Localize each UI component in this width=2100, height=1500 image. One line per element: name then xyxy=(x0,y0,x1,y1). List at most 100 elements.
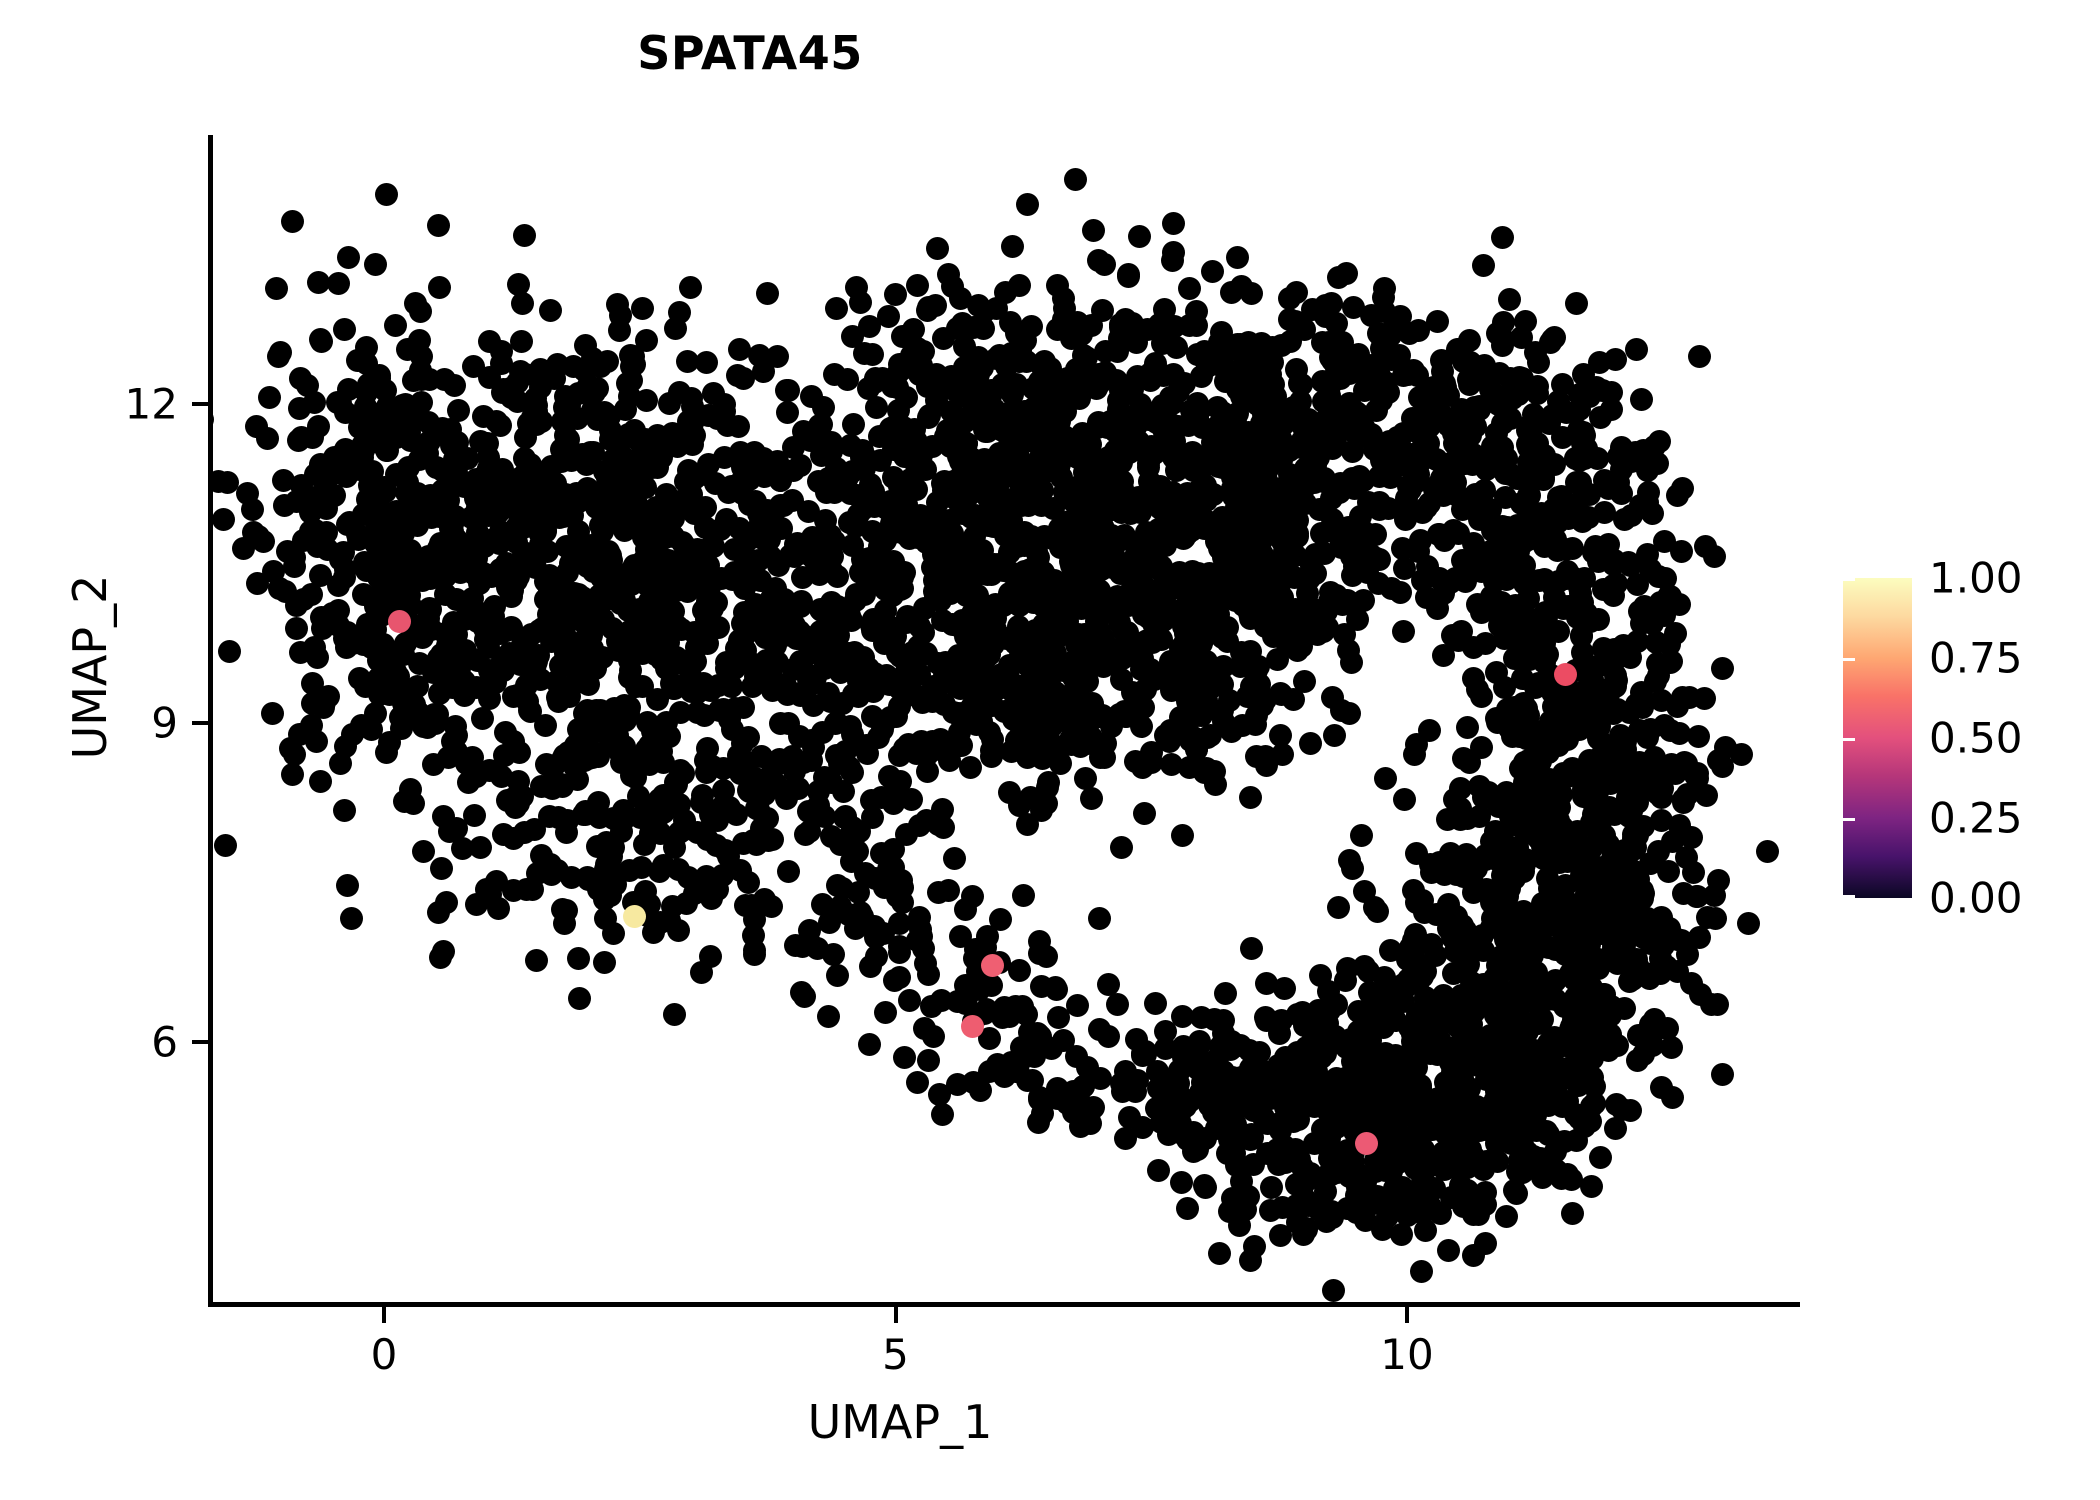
scatter-point xyxy=(980,974,1004,998)
scatter-point xyxy=(374,183,398,207)
scatter-point xyxy=(1392,620,1416,644)
scatter-point xyxy=(309,466,333,490)
colorbar-tick-label: 0.75 xyxy=(1929,633,2023,683)
scatter-point xyxy=(888,966,912,990)
scatter-point xyxy=(1209,321,1233,345)
scatter-point xyxy=(1436,1238,1460,1262)
scatter-point xyxy=(916,296,940,320)
scatter-point xyxy=(1491,226,1515,250)
scatter-point xyxy=(1583,1074,1607,1098)
scatter-point xyxy=(1667,592,1691,616)
scatter-point xyxy=(844,582,868,606)
scatter-point xyxy=(1132,559,1156,583)
scatter-point xyxy=(714,651,738,675)
scatter-point xyxy=(1565,291,1588,315)
scatter-point xyxy=(396,568,420,592)
scatter-point xyxy=(385,462,408,486)
y-tick-mark xyxy=(192,720,208,725)
scatter-point xyxy=(947,703,971,727)
scatter-point xyxy=(364,253,388,277)
scatter-point xyxy=(923,586,947,610)
scatter-point xyxy=(1321,1278,1345,1302)
scatter-point xyxy=(1461,531,1485,555)
scatter-point xyxy=(332,318,356,342)
scatter-point xyxy=(1109,553,1133,577)
colorbar-tick-mark xyxy=(1831,578,1843,581)
scatter-point xyxy=(438,516,462,540)
x-axis-spine xyxy=(208,1302,1800,1307)
scatter-point xyxy=(905,1070,929,1094)
scatter-point xyxy=(1005,534,1029,558)
scatter-point xyxy=(395,338,419,362)
scatter-point xyxy=(408,300,432,324)
scatter-point xyxy=(1043,641,1067,665)
scatter-point xyxy=(744,489,768,513)
scatter-point xyxy=(491,457,515,481)
scatter-point xyxy=(1146,1076,1170,1100)
scatter-point xyxy=(616,462,640,486)
scatter-point xyxy=(284,617,308,641)
scatter-point xyxy=(1532,650,1556,674)
scatter-point xyxy=(830,691,854,715)
scatter-point xyxy=(699,944,723,968)
scatter-point xyxy=(1448,808,1472,832)
scatter-point xyxy=(1485,421,1509,445)
scatter-point xyxy=(742,942,766,966)
scatter-point xyxy=(1294,1217,1318,1241)
scatter-point xyxy=(1402,878,1426,902)
scatter-point xyxy=(1538,709,1562,733)
scatter-point xyxy=(1361,1012,1385,1036)
scatter-point xyxy=(1492,1029,1516,1053)
scatter-point xyxy=(650,446,674,470)
scatter-point xyxy=(1105,339,1129,363)
scatter-point xyxy=(279,736,303,760)
scatter-point xyxy=(1015,193,1039,217)
scatter-point xyxy=(701,381,725,405)
scatter-point xyxy=(668,701,692,725)
scatter-point xyxy=(1555,1090,1579,1113)
scatter-point xyxy=(720,675,744,699)
colorbar-tick-mark xyxy=(1831,818,1843,821)
scatter-point xyxy=(601,807,625,831)
scatter-point xyxy=(1253,687,1277,711)
scatter-point xyxy=(926,813,950,837)
scatter-point xyxy=(265,276,289,300)
scatter-point xyxy=(869,842,893,866)
scatter-point xyxy=(1704,907,1728,931)
scatter-point xyxy=(1205,421,1229,445)
scatter-point xyxy=(491,659,515,683)
scatter-point xyxy=(1395,1131,1419,1155)
scatter-point xyxy=(1370,1103,1394,1127)
scatter-point xyxy=(1016,813,1040,837)
scatter-point xyxy=(1594,913,1618,937)
scatter-point xyxy=(1239,1248,1263,1272)
x-tick-label: 10 xyxy=(1380,1330,1434,1379)
scatter-point xyxy=(1441,518,1465,542)
scatter-point xyxy=(763,771,787,795)
scatter-point xyxy=(1007,274,1031,298)
scatter-point xyxy=(509,330,533,354)
scatter-point xyxy=(440,675,464,699)
scatter-point xyxy=(1225,246,1249,270)
scatter-point xyxy=(603,705,627,729)
scatter-point xyxy=(706,877,729,901)
scatter-point xyxy=(1072,460,1096,484)
colorbar-tick-label: 1.00 xyxy=(1929,553,2023,603)
scatter-point-highlighted xyxy=(960,1014,984,1038)
scatter-point xyxy=(911,690,935,714)
scatter-point xyxy=(1579,1174,1603,1198)
scatter-point xyxy=(512,447,536,471)
scatter-point xyxy=(339,906,363,930)
scatter-point xyxy=(1080,786,1104,810)
scatter-point xyxy=(663,836,687,860)
scatter-point xyxy=(1406,539,1430,563)
scatter-point xyxy=(337,245,361,269)
x-tick-mark xyxy=(1405,1307,1409,1323)
scatter-point xyxy=(1217,1199,1241,1223)
scatter-point xyxy=(332,799,356,823)
scatter-point xyxy=(595,350,619,374)
scatter-point xyxy=(978,384,1002,408)
scatter-point xyxy=(1437,383,1461,407)
scatter-point xyxy=(1640,501,1664,525)
